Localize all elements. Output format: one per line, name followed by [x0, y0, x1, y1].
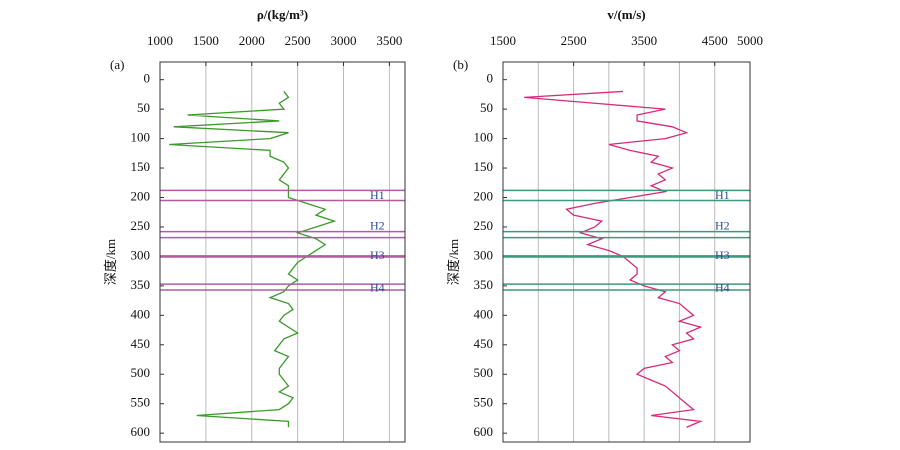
y-tick-label: 0: [144, 71, 151, 86]
horizon-label: H3: [370, 248, 385, 262]
x-tick-label: 2500: [285, 33, 311, 48]
x-tick-label: 1000: [147, 33, 173, 48]
y-tick-label: 350: [474, 277, 494, 292]
x-axis-title: ρ/(kg/m³): [257, 7, 308, 22]
x-tick-label: 3500: [376, 33, 402, 48]
horizon-label: H4: [715, 281, 730, 295]
y-tick-label: 550: [131, 395, 151, 410]
x-tick-label: 1500: [193, 33, 219, 48]
x-tick-label: 3500: [631, 33, 657, 48]
log-curve: [169, 91, 337, 428]
y-tick-label: 200: [474, 188, 494, 203]
y-tick-label: 300: [131, 247, 151, 262]
y-tick-label: 250: [474, 218, 494, 233]
x-axis-title: v/(m/s): [607, 7, 645, 22]
y-axis-title: 深度/km: [103, 239, 118, 285]
x-tick-label: 1500: [490, 33, 516, 48]
x-tick-label: 2000: [239, 33, 265, 48]
x-tick-label: 4500: [702, 33, 728, 48]
panel-label: (a): [110, 57, 124, 72]
horizon-label: H3: [715, 248, 730, 262]
y-tick-label: 550: [474, 395, 494, 410]
y-tick-label: 350: [131, 277, 151, 292]
horizon-label: H1: [370, 188, 385, 202]
y-tick-label: 100: [474, 130, 494, 145]
y-tick-label: 500: [131, 365, 151, 380]
y-tick-label: 50: [137, 100, 150, 115]
horizon-label: H2: [370, 219, 385, 233]
horizon-label: H4: [370, 281, 385, 295]
y-axis-title: 深度/km: [446, 239, 461, 285]
y-tick-label: 150: [474, 159, 494, 174]
horizon-label: H2: [715, 219, 730, 233]
y-tick-label: 300: [474, 247, 494, 262]
x-tick-label: 3000: [331, 33, 357, 48]
panel-label: (b): [453, 57, 468, 72]
x-tick-label: 2500: [561, 33, 587, 48]
y-tick-label: 450: [131, 336, 151, 351]
plot-frame: [502, 61, 751, 443]
y-tick-label: 50: [480, 100, 493, 115]
y-tick-label: 600: [474, 424, 494, 439]
y-tick-label: 0: [487, 71, 494, 86]
y-tick-label: 150: [131, 159, 151, 174]
plot-frame: [159, 61, 406, 443]
y-tick-label: 100: [131, 130, 151, 145]
x-tick-label: 5000: [737, 33, 763, 48]
horizon-label: H1: [715, 188, 730, 202]
y-tick-label: 600: [131, 424, 151, 439]
y-tick-label: 400: [474, 306, 494, 321]
y-tick-label: 200: [131, 188, 151, 203]
y-tick-label: 500: [474, 365, 494, 380]
y-tick-label: 250: [131, 218, 151, 233]
y-tick-label: 400: [131, 306, 151, 321]
log-curve: [524, 90, 704, 428]
y-tick-label: 450: [474, 336, 494, 351]
